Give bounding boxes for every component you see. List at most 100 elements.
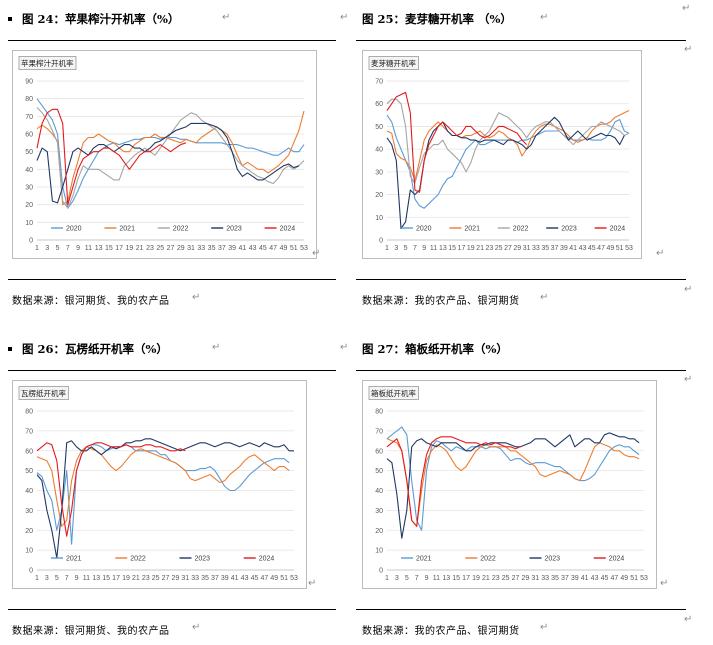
figure-26-title: 图 26：瓦楞纸开机率（%）	[8, 338, 168, 360]
series-line-2022	[386, 98, 630, 184]
chart-title-text: 麦芽糖开机率	[371, 58, 416, 68]
legend-label: 2022	[173, 226, 189, 233]
x-tick-label: 37	[218, 245, 226, 252]
source-note: 数据来源：我的农产品、银河期货	[362, 296, 520, 307]
x-tick-label: 41	[238, 245, 246, 252]
x-tick-label: 51	[280, 575, 288, 582]
x-tick-label: 33	[191, 575, 199, 582]
x-tick-label: 27	[504, 245, 512, 252]
x-tick-label: 13	[439, 245, 447, 252]
y-tick-label: 10	[25, 548, 33, 555]
x-tick-label: 25	[502, 575, 510, 582]
x-tick-label: 7	[415, 575, 419, 582]
x-tick-label: 23	[485, 245, 493, 252]
x-tick-label: 41	[581, 575, 589, 582]
x-tick-label: 3	[394, 245, 398, 252]
y-tick-label: 90	[25, 79, 33, 86]
figure-title-text: 图 24：苹果榨汁开机率（%）	[22, 12, 180, 26]
x-tick-label: 27	[512, 575, 520, 582]
x-tick-label: 35	[201, 575, 209, 582]
series-line-2020	[36, 98, 305, 209]
legend-label: 2024	[259, 556, 275, 563]
x-tick-label: 25	[156, 245, 164, 252]
title-rule	[8, 40, 336, 41]
x-tick-label: 3	[395, 575, 399, 582]
x-tick-label: 1	[35, 575, 39, 582]
x-tick-label: 47	[597, 245, 605, 252]
x-tick-label: 27	[162, 575, 170, 582]
chart-apple-juice: 苹果榨汁开机率 0 10 20 30 40 50 60 70 80 90 1 3 5 7 9 11 13 15 17 1…	[12, 50, 317, 259]
x-tick-label: 7	[413, 245, 417, 252]
x-tick-label: 53	[290, 575, 298, 582]
y-tick-label: 40	[25, 488, 33, 495]
legend-label: 2022	[480, 556, 496, 563]
x-tick-label: 11	[85, 245, 92, 252]
chart-title-box	[18, 56, 77, 70]
left-return-mark: ↵	[340, 342, 349, 353]
x-tick-label: 15	[448, 245, 456, 252]
x-tick-label: 1	[385, 575, 389, 582]
chart-container-board: 箱板纸开机率 0 10 20 30 40 50 60 70 80 1 3 5 7 9 11 13 15 17 19 21…	[362, 380, 657, 589]
x-tick-label: 11	[433, 575, 440, 582]
x-tick-label: 31	[181, 575, 189, 582]
x-tick-label: 21	[136, 245, 144, 252]
source-rule	[8, 279, 336, 280]
y-tick-label: 80	[25, 409, 33, 416]
x-tick-label: 19	[472, 575, 480, 582]
y-tick-label: 40	[375, 488, 383, 495]
x-tick-label: 23	[492, 575, 500, 582]
x-tick-label: 51	[616, 245, 624, 252]
x-tick-label: 45	[251, 575, 259, 582]
chart-title: 麦芽糖开机率	[368, 56, 419, 70]
legend-label: 2020	[416, 226, 432, 233]
x-tick-label: 35	[541, 245, 549, 252]
y-tick-label: 40	[375, 147, 383, 154]
x-tick-label: 35	[551, 575, 559, 582]
y-tick-label: 0	[29, 568, 33, 575]
source-note: 数据来源：银河期货、我的农产品	[12, 296, 170, 307]
y-tick-label: 50	[25, 149, 33, 156]
source-return-mark: ↵	[192, 622, 201, 633]
source-rule	[356, 279, 686, 280]
x-tick-label: 43	[249, 245, 257, 252]
x-tick-label: 21	[132, 575, 140, 582]
title-rule	[8, 370, 336, 371]
x-tick-label: 29	[521, 575, 529, 582]
figure-25-title: 图 25：麦芽糖开机率 （%）	[362, 8, 512, 30]
x-tick-label: 25	[495, 245, 503, 252]
y-tick-label: 0	[379, 238, 383, 245]
bullet-square-icon	[8, 17, 12, 21]
edge-return-mark: ↵	[684, 284, 693, 295]
title-rule	[356, 370, 686, 371]
y-tick-label: 50	[375, 468, 383, 475]
series-line-2024	[386, 436, 521, 527]
chart-maltose: 麦芽糖开机率 0 10 20 30 40 50 60 70 1 3 5 7 9 11 13 15 17 19 21 23…	[362, 50, 642, 259]
series-line-2023	[36, 438, 294, 559]
x-tick-label: 37	[561, 575, 569, 582]
y-tick-label: 0	[379, 568, 383, 575]
chart-return-mark: ↵	[660, 578, 669, 589]
x-tick-label: 45	[601, 575, 609, 582]
x-tick-label: 53	[300, 245, 308, 252]
x-tick-label: 19	[122, 575, 130, 582]
x-tick-label: 3	[45, 245, 49, 252]
x-tick-label: 37	[551, 245, 559, 252]
y-tick-label: 60	[375, 448, 383, 455]
series-line-2023	[36, 122, 300, 204]
source-rule	[8, 609, 336, 610]
series-line-2021	[36, 444, 290, 545]
x-tick-label: 9	[422, 245, 426, 252]
x-tick-label: 17	[458, 245, 466, 252]
series-line-2024	[386, 91, 527, 193]
series-line-2023	[386, 116, 625, 230]
x-tick-label: 7	[65, 575, 69, 582]
x-tick-label: 33	[532, 245, 540, 252]
chart-title-box	[18, 386, 69, 400]
x-tick-label: 5	[405, 575, 409, 582]
chart-title-text: 瓦楞纸开机率	[21, 388, 66, 398]
series-line-2024	[36, 108, 187, 206]
x-tick-label: 9	[75, 575, 79, 582]
x-tick-label: 11	[83, 575, 90, 582]
figure-title-text: 图 25：麦芽糖开机率 （%）	[362, 12, 512, 26]
x-tick-label: 17	[112, 575, 120, 582]
